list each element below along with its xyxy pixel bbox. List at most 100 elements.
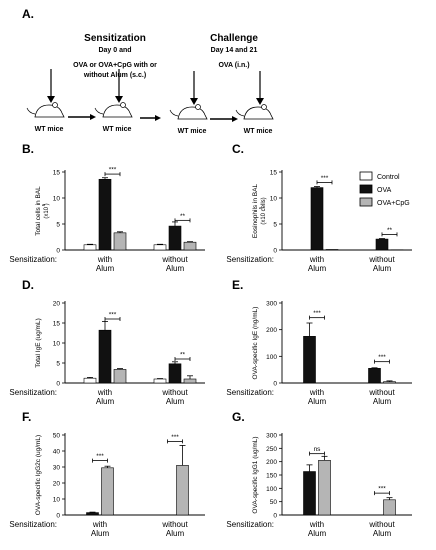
group-label-line-2: Alum [96, 397, 115, 406]
legend-label: Control [377, 174, 400, 181]
group-label-line-2: Alum [91, 529, 110, 538]
sensitization-row-label: Sensitization: [226, 388, 274, 397]
panel-label: F. [22, 410, 31, 424]
bar-ova-with-alum [86, 512, 99, 516]
significance-label: *** [378, 486, 386, 493]
y-tick-label: 5 [56, 361, 60, 368]
panel-label: D. [22, 278, 34, 292]
significance-label: ** [180, 352, 186, 359]
y-tick-label: 10 [53, 196, 61, 203]
bar-ovacpg-with-alum [325, 249, 339, 251]
bar-ova-with-alum [303, 336, 316, 384]
mouse-ear [195, 104, 201, 110]
y-axis-label: OVA-specific IgG1 (ug/mL) [252, 436, 259, 513]
bar-ova-with-alum [310, 187, 324, 251]
mouse-ear [261, 104, 267, 110]
group-label-line-2: Alum [308, 264, 327, 273]
significance-label: *** [171, 434, 179, 441]
mouse-body [243, 106, 274, 120]
panel-label: C. [232, 142, 244, 156]
legend-swatch-ovacpg [359, 197, 373, 207]
mice-row [26, 69, 274, 122]
bar-ovacpg-without-alum [183, 378, 197, 384]
injection-arrowhead [256, 98, 264, 105]
mouse-tail [26, 107, 36, 115]
mouse-body [177, 106, 208, 120]
bar-ova-with-alum [303, 471, 316, 516]
bar-ovacpg-with-alum [113, 232, 127, 251]
mouse-label-3: WT mice [178, 128, 207, 135]
mouse-icon-1 [26, 69, 65, 118]
y-tick-label: 40 [53, 449, 61, 456]
panel-g: G. 0 50 100 150 200 250 300 OVA-specific IgG1 (u… [226, 410, 412, 538]
y-tick-label: 15 [53, 321, 61, 328]
mouse-tail [94, 107, 104, 115]
group-label-line-2: Alum [373, 397, 392, 406]
y-tick-label: 5 [273, 222, 277, 229]
panel-label: G. [232, 410, 245, 424]
bar-ovacpg-without-alum [183, 241, 197, 251]
bar-ovacpg-without-alum [176, 465, 189, 516]
challenge-days: Day 14 and 21 [211, 47, 258, 54]
group-label-line-1: with [309, 388, 324, 397]
significance-label: *** [109, 312, 117, 319]
bar-control-with-alum [83, 377, 97, 384]
y-tick-label: 0 [56, 248, 60, 255]
significance-label: *** [109, 167, 117, 174]
y-tick-label: 200 [266, 327, 277, 334]
sensitization-row-label: Sensitization: [9, 255, 57, 264]
significance-label: *** [321, 175, 329, 182]
timeline-arrowhead [232, 116, 238, 122]
timeline-arrowhead [155, 115, 161, 121]
sensitization-desc-1: OVA or OVA+CpG with or [73, 62, 157, 69]
bar-ova-without-alum [168, 225, 182, 251]
y-tick-label: 5 [56, 222, 60, 229]
group-label-line-2: Alum [373, 264, 392, 273]
y-tick-label: 50 [53, 433, 61, 440]
y-tick-label: 20 [53, 301, 61, 308]
bar-ovacpg-without-alum [383, 499, 396, 516]
significance-label: ** [387, 227, 393, 234]
group-label-line-2: Alum [308, 397, 327, 406]
sensitization-desc-2: without Alum (s.c.) [83, 72, 146, 79]
y-tick-label: 0 [273, 248, 277, 255]
y-axis-label: OVA-specific IgE (ng/mL) [252, 307, 259, 380]
mouse-tail [169, 109, 179, 117]
y-tick-label: 10 [270, 196, 278, 203]
group-label-line-1: without [368, 520, 395, 529]
y-tick-label: 30 [53, 465, 61, 472]
y-tick-label: 15 [53, 170, 61, 177]
mouse-label-4: WT mice [244, 128, 273, 135]
y-axis-unit-exponent: 5 [258, 206, 263, 209]
bar-control-without-alum [153, 378, 167, 384]
bar-control-without-alum [153, 244, 167, 251]
y-axis-label: Eosinophils in BAL [252, 184, 259, 239]
y-tick-label: 0 [56, 381, 60, 388]
mouse-labels: WT mice WT mice WT mice WT mice [35, 126, 273, 135]
timeline-arrow-2 [140, 115, 161, 121]
bar-ovacpg-with-alum [101, 467, 114, 516]
y-axis-label: OVA-specific IgG2c (ug/mL) [35, 435, 42, 515]
group-label-line-1: without [161, 255, 188, 264]
timeline-arrow-1 [68, 114, 96, 120]
y-tick-label: 100 [266, 354, 277, 361]
legend: Control OVA OVA+CpG [359, 171, 410, 207]
bar-ova-without-alum [375, 238, 389, 251]
y-axis-unit: (x10 cells) [261, 197, 267, 224]
group-label-line-1: without [161, 520, 188, 529]
legend-swatch-control [359, 171, 373, 181]
bar-ova-with-alum [98, 178, 112, 251]
group-label-line-1: with [309, 520, 324, 529]
bar-ova-without-alum [368, 368, 381, 384]
legend-swatch-ova [359, 184, 373, 194]
challenge-title: Challenge [210, 33, 258, 44]
y-tick-label: 0 [273, 513, 277, 520]
y-tick-label: 0 [56, 513, 60, 520]
group-label-line-1: with [97, 255, 112, 264]
panel-label: B. [22, 142, 34, 156]
group-label-line-2: Alum [166, 529, 185, 538]
y-tick-label: 100 [266, 486, 277, 493]
bar-ova-without-alum [168, 363, 182, 384]
